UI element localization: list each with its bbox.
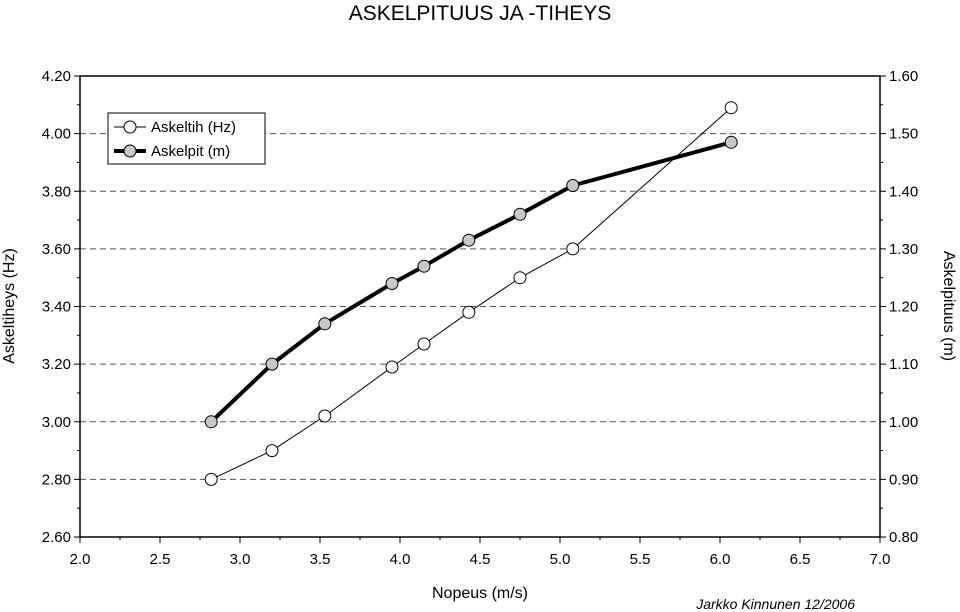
data-point-askelpit — [204, 415, 218, 429]
data-point-askelpit — [724, 135, 738, 149]
data-point-askeltih — [318, 409, 332, 423]
legend-label-askelpit: Askelpit (m) — [151, 143, 230, 160]
data-point-askelpit — [385, 277, 399, 290]
y-tick-label: 3.40 — [42, 299, 71, 316]
x-tick-label: 6.5 — [790, 551, 811, 568]
y-axis-label: Askeltiheys (Hz) — [1, 248, 18, 364]
series-layer — [204, 101, 738, 486]
y2-tick-label: 1.30 — [889, 241, 918, 258]
y-tick-label: 3.60 — [42, 241, 71, 258]
x-tick-label: 4.5 — [470, 551, 491, 568]
x-tick-label: 5.5 — [630, 551, 651, 568]
axis-ticks: 2.60 2.80 3.00 3.20 3.40 3.60 3.80 4.00 4.20 0.80… — [42, 68, 918, 568]
legend: Askeltih (Hz) Askelpit (m) — [107, 112, 266, 165]
data-point-askeltih — [724, 101, 738, 115]
data-point-askeltih — [265, 444, 279, 458]
data-point-askeltih — [462, 305, 476, 319]
x-tick-label: 3.5 — [310, 551, 331, 568]
credit-annotation: Jarkko Kinnunen 12/2006 — [695, 596, 855, 612]
y2-tick-label: 0.90 — [889, 471, 918, 488]
y2-tick-label: 1.10 — [889, 356, 918, 373]
y-tick-label: 3.80 — [42, 183, 71, 200]
legend-marker-askeltih — [123, 120, 137, 134]
y2-tick-label: 1.60 — [889, 68, 918, 85]
data-point-askeltih — [417, 337, 431, 351]
x-tick-label: 2.5 — [150, 551, 171, 568]
data-point-askelpit — [513, 207, 527, 221]
y-tick-label: 2.60 — [42, 529, 71, 546]
x-tick-label: 5.0 — [550, 551, 571, 568]
x-tick-label: 4.0 — [390, 551, 411, 568]
data-point-askeltih — [385, 360, 399, 374]
y2-tick-label: 0.80 — [889, 529, 918, 546]
y2-axis-label: Askelpituus (m) — [940, 251, 957, 361]
x-tick-label: 3.0 — [230, 551, 251, 568]
chart-title: ASKELPITUUS JA -TIHEYS — [349, 2, 612, 25]
y-tick-label: 4.20 — [42, 68, 71, 85]
data-point-askelpit — [318, 317, 332, 331]
y-tick-label: 3.00 — [42, 414, 71, 431]
grid-lines — [80, 133, 880, 480]
y-tick-label: 3.20 — [42, 356, 71, 373]
data-point-askelpit — [265, 357, 279, 371]
y-tick-label: 2.80 — [42, 471, 71, 488]
data-point-askelpit — [462, 233, 476, 247]
y2-tick-label: 1.20 — [889, 299, 918, 316]
data-point-askeltih — [566, 242, 580, 256]
data-point-askeltih — [204, 472, 218, 486]
series-line-askelpit — [209, 140, 732, 424]
y2-tick-label: 1.40 — [889, 183, 918, 200]
data-point-askelpit — [566, 179, 580, 192]
x-tick-label: 6.0 — [710, 551, 731, 568]
legend-label-askeltih: Askeltih (Hz) — [151, 119, 236, 136]
y-tick-label: 4.00 — [42, 126, 71, 143]
y2-tick-label: 1.00 — [889, 414, 918, 431]
data-point-askelpit — [417, 259, 431, 273]
legend-box — [107, 112, 266, 165]
legend-marker-askelpit — [123, 144, 137, 158]
x-axis-label: Nopeus (m/s) — [432, 585, 528, 602]
x-tick-label: 7.0 — [870, 551, 891, 568]
x-tick-label: 2.0 — [70, 551, 91, 568]
y2-tick-label: 1.50 — [889, 126, 918, 143]
data-point-askeltih — [513, 271, 527, 285]
